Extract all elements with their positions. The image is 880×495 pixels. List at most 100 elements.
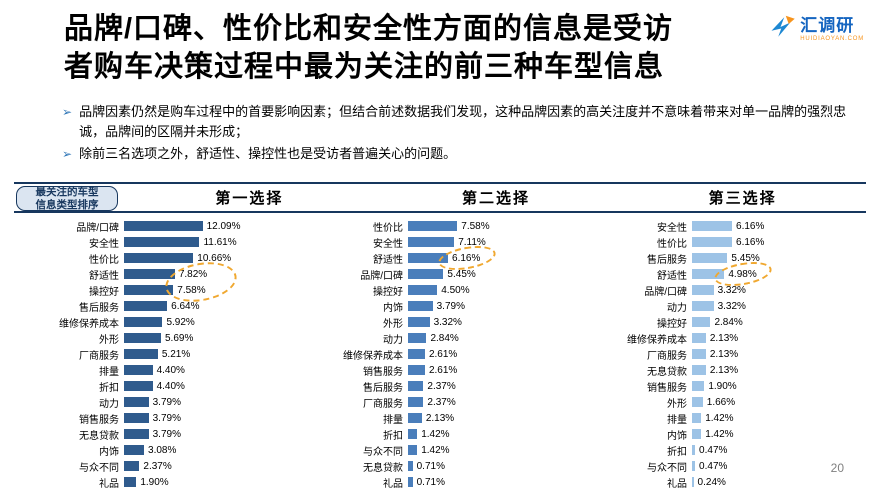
bar-label: 排量 [383, 414, 403, 426]
page-title: 品牌/口碑、性价比和安全性方面的信息是受访 者购车决策过程中最为关注的前三种车型… [64, 10, 673, 87]
column-title-second-choice: 第二选择 [462, 190, 531, 207]
bullet-item: ➢ 品牌因素仍然是购车过程中的首要影响因素；但结合前述数据我们发现，这种品牌因素的… [62, 102, 862, 141]
bar-row: 性价比 7.58% [298, 218, 582, 234]
bar-row: 性价比 10.66% [14, 250, 298, 266]
bar [124, 301, 168, 311]
bullet-text: 品牌因素仍然是购车过程中的首要影响因素；但结合前述数据我们发现，这种品牌因素的高… [79, 104, 847, 139]
bar-label: 礼品 [99, 478, 119, 490]
row-label-line2: 信息类型排序 [35, 198, 99, 211]
row-label-box: 最关注的车型 信息类型排序 [16, 186, 118, 211]
bar [124, 317, 163, 327]
bar [408, 413, 422, 423]
bar [124, 477, 137, 487]
bar-value: 5.92% [166, 316, 195, 328]
bar-value: 2.37% [143, 460, 172, 472]
bar [692, 237, 733, 247]
bar-row: 排量 1.42% [582, 410, 866, 426]
bar-label: 舒适性 [657, 270, 687, 282]
bar [692, 253, 728, 263]
bullet-text: 除前三名选项之外，舒适性、操控性也是受访者普遍关心的问题。 [79, 146, 457, 161]
bar [408, 461, 413, 471]
logo-title: 汇调研 [800, 15, 855, 35]
bar [692, 333, 706, 343]
bar-value: 7.11% [458, 236, 486, 248]
bar [408, 445, 418, 455]
bar-row: 维修保养成本 2.13% [582, 330, 866, 346]
bullet-arrow-icon: ➢ [62, 147, 73, 161]
bar-label: 维修保养成本 [343, 350, 403, 362]
logo-subtitle: HUIDIAOYAN.COM [800, 35, 864, 42]
bar [124, 269, 175, 279]
bar-value: 3.79% [152, 428, 181, 440]
bar-label: 无息贷款 [647, 366, 687, 378]
bar-row: 舒适性 4.98% [582, 266, 866, 282]
page-title-line1: 品牌/口碑、性价比和安全性方面的信息是受访 [64, 13, 674, 45]
bar [124, 461, 140, 471]
bar-value: 2.37% [427, 380, 456, 392]
bar [124, 413, 149, 423]
bar [124, 285, 174, 295]
bar-label: 厂商服务 [363, 398, 403, 410]
bar-value: 3.32% [717, 284, 746, 296]
chart-first-choice: 品牌/口碑 12.09% 安全性 11.61% 性价比 10.66% 舒适性 7.82% 操控好… [14, 218, 298, 490]
bar-value: 2.13% [425, 412, 455, 424]
logo: 汇调研 HUIDIAOYAN.COM [767, 12, 864, 47]
bar [124, 221, 203, 231]
bar [408, 301, 433, 311]
bar-value: 12.09% [206, 220, 241, 232]
bar-row: 礼品 0.71% [298, 474, 582, 490]
bar-value: 3.32% [433, 316, 462, 328]
bar [408, 397, 424, 407]
bar-label: 与众不同 [363, 446, 403, 458]
bar-label: 与众不同 [647, 462, 687, 474]
bar-row: 内饰 3.08% [14, 442, 298, 458]
row-label-line1: 最关注的车型 [35, 186, 99, 199]
bar [692, 301, 714, 311]
bar-label: 维修保养成本 [59, 318, 119, 330]
bar-row: 外形 1.66% [582, 394, 866, 410]
bar-value: 2.13% [709, 332, 739, 344]
bar-value: 0.47% [699, 444, 728, 456]
bar-row: 品牌/口碑 5.45% [298, 266, 582, 282]
bar [408, 269, 444, 279]
bar [124, 381, 153, 391]
bar-label: 排量 [667, 414, 687, 426]
bar-label: 动力 [99, 398, 119, 410]
bar-value: 5.45% [447, 268, 476, 280]
bar-row: 内饰 1.42% [582, 426, 866, 442]
column-titles: 第一选择 第二选择 第三选择 [14, 187, 866, 208]
bar-row: 操控好 7.58% [14, 282, 298, 298]
bar-value: 6.64% [171, 300, 200, 312]
bar [692, 349, 706, 359]
bar [692, 317, 711, 327]
bar-label: 无息贷款 [363, 462, 403, 474]
bar-row: 操控好 2.84% [582, 314, 866, 330]
bar-label: 销售服务 [363, 366, 403, 378]
bar-label: 内饰 [99, 446, 119, 458]
bar-label: 性价比 [373, 222, 403, 234]
bar [408, 317, 430, 327]
bar-row: 舒适性 6.16% [298, 250, 582, 266]
bar-value: 4.40% [156, 380, 185, 392]
bar-value: 6.16% [452, 252, 481, 264]
bar [692, 461, 696, 471]
bar-value: 3.79% [152, 412, 181, 424]
bar-row: 售后服务 5.45% [582, 250, 866, 266]
bar-value: 0.71% [416, 476, 445, 488]
bar-row: 内饰 3.79% [298, 298, 582, 314]
bar [124, 445, 145, 455]
bar [408, 253, 449, 263]
bar [124, 365, 153, 375]
bar-value: 6.16% [736, 236, 765, 248]
bar-label: 安全性 [373, 238, 403, 250]
bar-row: 礼品 1.90% [14, 474, 298, 490]
bar [124, 253, 194, 263]
logo-arrow-icon [767, 12, 797, 47]
bar-row: 性价比 6.16% [582, 234, 866, 250]
bar [692, 365, 706, 375]
bar-value: 2.84% [714, 316, 743, 328]
bar [692, 413, 702, 423]
bar-label: 厂商服务 [79, 350, 119, 362]
bar-value: 1.42% [705, 428, 734, 440]
bar [408, 285, 438, 295]
